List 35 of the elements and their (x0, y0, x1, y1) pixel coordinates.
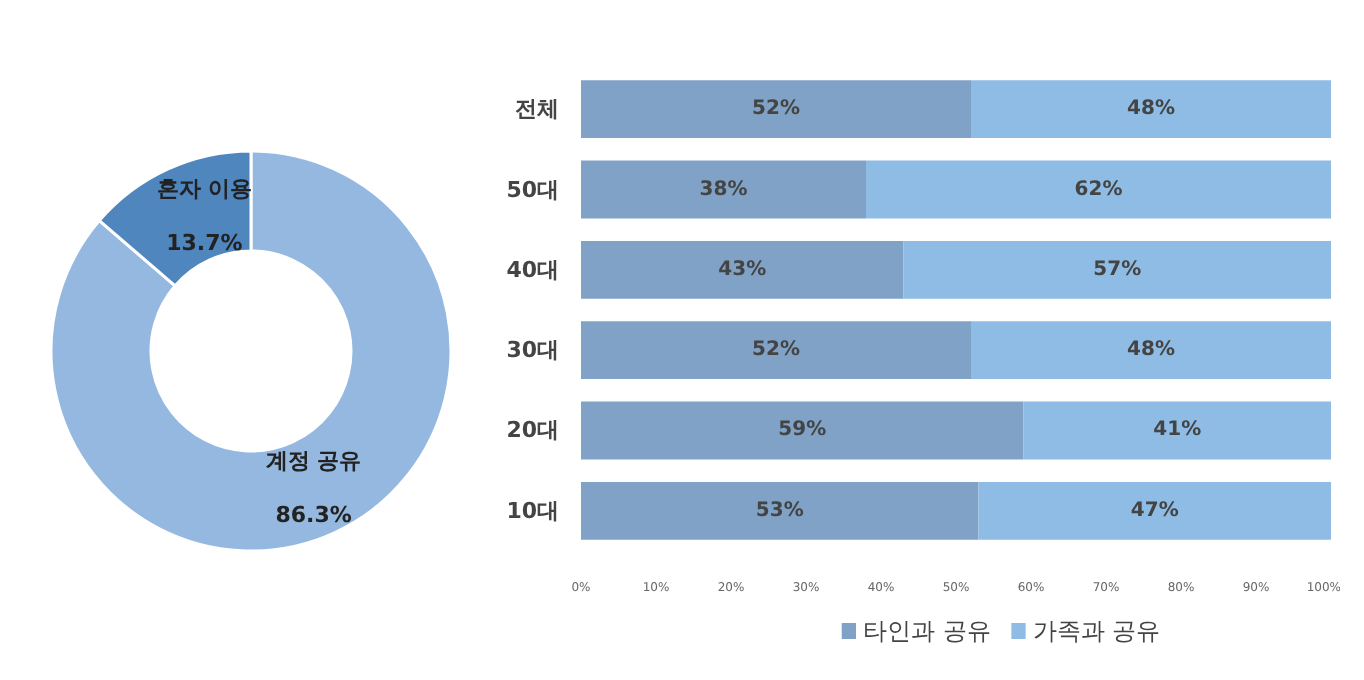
bar (581, 160, 866, 219)
y-tick-label: 40대 (506, 256, 560, 283)
slice-label: 계정 공유 (265, 448, 362, 475)
bar (581, 481, 979, 540)
y-tick-label: 10대 (506, 497, 560, 524)
data-label: 86.3% (275, 502, 352, 529)
data-label: 38% (699, 178, 748, 201)
data-label: 57% (1093, 258, 1142, 281)
y-tick-label: 전체 (515, 96, 559, 123)
data-label: 52% (752, 339, 800, 362)
data-label: 62% (1074, 178, 1123, 201)
bar (978, 481, 1331, 540)
bar (581, 80, 971, 139)
bar (581, 321, 971, 380)
bar (581, 240, 904, 299)
data-label: 48% (1127, 98, 1175, 121)
y-tick-label: 20대 (506, 417, 560, 444)
bar (1023, 401, 1331, 460)
data-label: 47% (1130, 499, 1179, 522)
bar (971, 80, 1331, 139)
legend-label: 가족과 공유 (1032, 617, 1161, 645)
data-label: 43% (718, 258, 767, 281)
y-tick-label: 30대 (506, 337, 560, 364)
data-label: 52% (752, 98, 800, 121)
data-label: 48% (1127, 339, 1175, 362)
data-label: 13.7% (166, 229, 243, 256)
data-label: 41% (1153, 419, 1202, 442)
bar (866, 160, 1331, 219)
bar (581, 401, 1024, 460)
bar (971, 321, 1331, 380)
legend-label: 타인과 공유 (863, 617, 991, 645)
bar (903, 240, 1331, 299)
y-tick-label: 50대 (506, 176, 560, 203)
data-label: 53% (755, 499, 804, 522)
data-label: 59% (778, 419, 827, 442)
